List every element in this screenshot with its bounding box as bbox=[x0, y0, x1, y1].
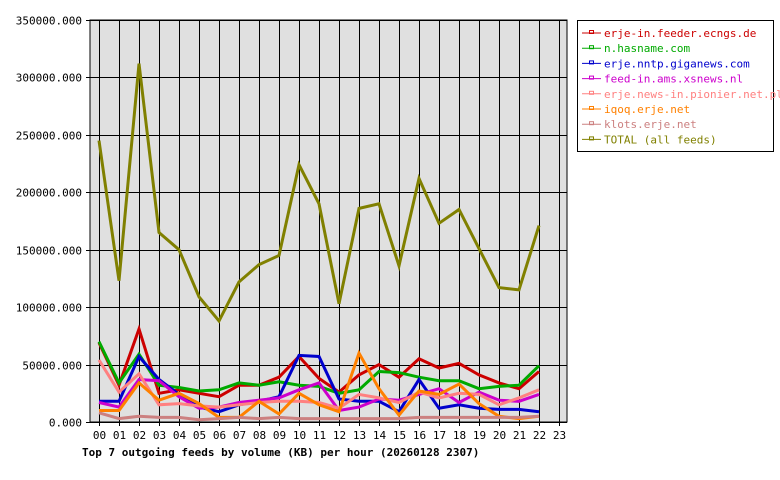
legend-item: erje-in.feeder.ecngs.de bbox=[582, 27, 756, 40]
legend-box bbox=[577, 20, 774, 152]
x-tick-label: 23 bbox=[553, 429, 566, 442]
chart-title: Top 7 outgoing feeds by volume (KB) per … bbox=[82, 446, 479, 459]
legend-marker-icon bbox=[589, 106, 594, 110]
series-line-6 bbox=[98, 411, 540, 422]
x-tick-label: 02 bbox=[133, 429, 146, 442]
legend-label: klots.erje.net bbox=[604, 118, 697, 131]
legend-marker-icon bbox=[589, 136, 594, 141]
plot-background bbox=[90, 20, 567, 422]
legend-label: erje-in.feeder.ecngs.de bbox=[604, 27, 756, 40]
x-tick-label: 12 bbox=[333, 429, 346, 442]
x-tick-label: 05 bbox=[193, 429, 206, 442]
x-tick-label: 13 bbox=[353, 429, 366, 442]
x-tick-label: 06 bbox=[213, 429, 226, 442]
x-tick-label: 07 bbox=[233, 429, 246, 442]
x-axis: 00 01 02 03 04 05 06 07 08 09 10 11 12 13 14 15 16 17 18 19… bbox=[93, 422, 566, 442]
x-tick-label: 22 bbox=[533, 429, 546, 442]
y-axis: 0.000 50000.000 100000.000 150000.000 200000… bbox=[16, 15, 90, 430]
x-tick-label: 15 bbox=[393, 429, 406, 442]
x-tick-label: 04 bbox=[173, 429, 187, 442]
legend-marker-icon bbox=[589, 60, 594, 65]
legend-item: erje.nntp.giganews.com bbox=[582, 57, 750, 70]
y-tick-label: 50000.000 bbox=[22, 360, 82, 373]
y-tick-label: 300000.000 bbox=[16, 72, 82, 85]
legend-label: iqoq.erje.net bbox=[604, 103, 690, 116]
x-tick-label: 18 bbox=[453, 429, 466, 442]
series-line-1 bbox=[97, 340, 541, 395]
legend-label: erje.nntp.giganews.com bbox=[604, 57, 750, 70]
series-line-2 bbox=[99, 353, 540, 414]
x-tick-label: 03 bbox=[153, 429, 166, 442]
legend-label: TOTAL (all feeds) bbox=[604, 133, 717, 146]
y-tick-label: 100000.000 bbox=[16, 302, 82, 315]
legend-item: erje.news-in.pionier.net.pl bbox=[582, 88, 780, 101]
y-tick-label: 250000.000 bbox=[16, 130, 82, 143]
series-lines bbox=[97, 63, 541, 422]
x-tick-label: 17 bbox=[433, 429, 446, 442]
x-tick-label: 09 bbox=[273, 429, 286, 442]
legend-item: klots.erje.net bbox=[582, 118, 697, 131]
x-tick-label: 08 bbox=[253, 429, 266, 442]
legend-marker-icon bbox=[589, 121, 594, 126]
y-tick-label: 350000.000 bbox=[16, 15, 82, 28]
x-tick-label: 10 bbox=[293, 429, 306, 442]
legend-label: erje.news-in.pionier.net.pl bbox=[604, 88, 780, 101]
legend-marker-icon bbox=[589, 90, 594, 95]
series-line-7 bbox=[97, 63, 541, 324]
series-line-4 bbox=[97, 359, 540, 410]
legend-label: n.hasname.com bbox=[604, 42, 690, 55]
legend-marker-icon bbox=[589, 30, 594, 34]
x-tick-label: 20 bbox=[493, 429, 506, 442]
y-tick-label: 150000.000 bbox=[16, 245, 82, 258]
x-tick-label: 11 bbox=[313, 429, 326, 442]
grid-lines bbox=[90, 20, 567, 423]
x-tick-label: 16 bbox=[413, 429, 426, 442]
legend-label: feed-in.ams.xsnews.nl bbox=[604, 73, 743, 86]
series-line-5 bbox=[99, 349, 540, 421]
series-line-3 bbox=[98, 377, 540, 413]
legend-item: TOTAL (all feeds) bbox=[582, 133, 717, 146]
legend: erje-in.feeder.ecngs.de n.hasname.com erje… bbox=[577, 20, 780, 152]
x-tick-label: 21 bbox=[513, 429, 526, 442]
x-tick-label: 14 bbox=[373, 429, 387, 442]
legend-item: iqoq.erje.net bbox=[582, 103, 690, 116]
x-tick-label: 19 bbox=[473, 429, 486, 442]
plot-border bbox=[89, 19, 568, 423]
legend-marker-icon bbox=[589, 45, 594, 50]
legend-item: n.hasname.com bbox=[582, 42, 690, 55]
legend-marker-icon bbox=[589, 75, 594, 80]
x-tick-label: 00 bbox=[93, 429, 106, 442]
y-tick-label: 200000.000 bbox=[16, 187, 82, 200]
legend-item: feed-in.ams.xsnews.nl bbox=[582, 73, 743, 86]
y-tick-label: 0.000 bbox=[49, 417, 82, 430]
x-tick-label: 01 bbox=[113, 429, 126, 442]
